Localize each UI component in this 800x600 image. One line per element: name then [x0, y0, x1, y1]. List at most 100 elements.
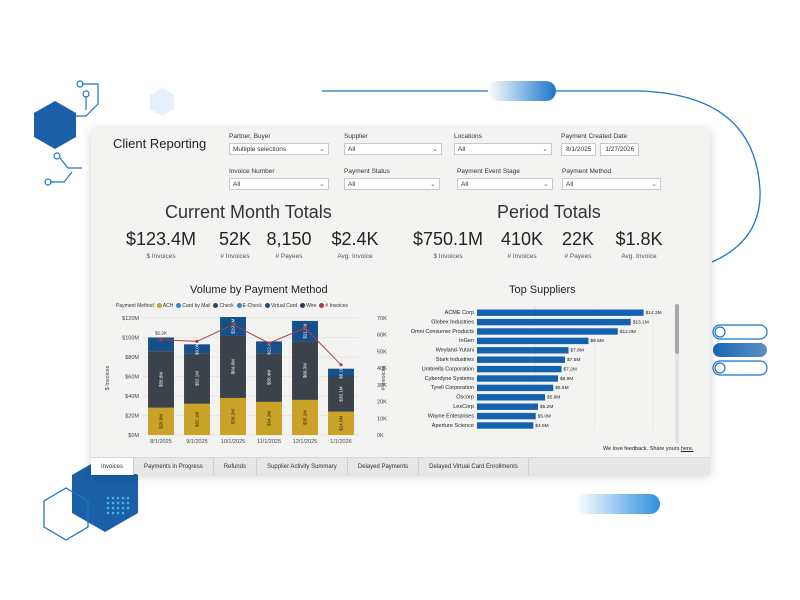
value-label: $5.2M — [540, 404, 553, 410]
kpi-period-payees: 22K # Payees — [554, 229, 602, 260]
value-label: $6.5M — [555, 385, 568, 391]
total-label: $2.2K — [155, 331, 167, 336]
dropdown-value: All — [348, 145, 356, 153]
segment-label: $35.1M — [303, 410, 308, 425]
kpi-label: # Payees — [275, 253, 303, 260]
supplier-bar — [477, 412, 536, 420]
category-label: Tyrell Corporation — [431, 385, 474, 391]
invoice-number-dropdown[interactable]: All ⌄ — [229, 178, 329, 190]
bar-segment — [292, 341, 318, 400]
partner-buyer-dropdown[interactable]: Multiple selections ⌄ — [229, 143, 329, 155]
filter-label: Invoice Number — [229, 168, 275, 175]
kpi-label: Avg. Invoice — [621, 253, 657, 260]
legend-title: Payment Method — [116, 303, 154, 309]
bar-segment — [256, 341, 282, 354]
invoices-point — [195, 339, 199, 343]
category-label: Cyberdyne Systems — [425, 376, 474, 382]
filter-label: Payment Status — [344, 168, 390, 175]
bar-segment — [220, 317, 246, 336]
locations-dropdown[interactable]: All ⌄ — [454, 143, 552, 155]
x-tick-label: 12/1/2025 — [293, 439, 317, 445]
bar-segment — [148, 351, 174, 408]
volume-chart-legend: Payment Method ACH Card by Mail Check E-… — [116, 303, 348, 309]
value-label: $9.5M — [590, 338, 603, 344]
chevron-down-icon: ⌄ — [430, 180, 436, 188]
toggle-icons — [712, 324, 768, 376]
category-label: Weyland-Yutani — [436, 348, 474, 354]
chevron-down-icon: ⌄ — [319, 180, 325, 188]
legend-item-wire[interactable]: Wire — [300, 303, 316, 309]
x-tick-label: 10/1/2025 — [221, 439, 245, 445]
kpi-label: # Invoices — [507, 253, 537, 260]
supplier-bar — [477, 384, 554, 392]
category-label: InGen — [459, 338, 474, 344]
invoices-point — [339, 363, 343, 367]
invoices-point — [159, 338, 163, 342]
y2-tick-label: 50K — [377, 349, 387, 355]
payment-status-dropdown[interactable]: All ⌄ — [344, 178, 440, 190]
y2-axis-label: # Invoices — [381, 365, 387, 390]
tab-refunds[interactable]: Refunds — [214, 458, 258, 475]
bar-segment — [220, 397, 246, 435]
y-tick-label: $60M — [125, 375, 139, 381]
tab-supplier-activity-summary[interactable]: Supplier Activity Summary — [257, 458, 348, 475]
segment-label: $9.0M — [195, 342, 200, 355]
filter-label: Payment Created Date — [561, 133, 628, 140]
arc-line-icon — [322, 90, 761, 263]
invoices-point — [267, 341, 271, 345]
payment-event-stage-dropdown[interactable]: All ⌄ — [457, 178, 553, 190]
kpi-label: # Invoices — [220, 253, 250, 260]
supplier-bar — [477, 365, 562, 373]
x-tick-label: 8/1/2025 — [150, 439, 171, 445]
category-label: Wayne Enterprises — [428, 413, 475, 419]
y-tick-label: $40M — [125, 394, 139, 400]
chart-scrollbar-thumb[interactable] — [675, 304, 679, 354]
tab-payments-in-progress[interactable]: Payments in Progress — [134, 458, 214, 475]
legend-item-invoices[interactable]: # Invoices — [319, 303, 348, 309]
value-label: $5.8M — [547, 395, 560, 401]
category-label: Umbrella Corporation — [422, 366, 474, 372]
current-month-title: Current Month Totals — [165, 202, 332, 222]
kpi-value: $1.8K — [615, 229, 663, 249]
value-label: $14.2M — [646, 310, 662, 316]
legend-item-card-by-mail[interactable]: Card by Mail — [176, 303, 210, 309]
end-date-input[interactable]: 1/27/2026 — [600, 143, 640, 156]
filter-label: Payment Event Stage — [457, 168, 520, 175]
dropdown-value: All — [461, 180, 469, 188]
filter-label: Locations — [454, 133, 482, 140]
filter-payment-created-date: Payment Created Date 8/1/2025 1/27/2026 — [561, 133, 661, 156]
supplier-dropdown[interactable]: All ⌄ — [344, 143, 442, 155]
filter-partner-buyer: Partner, Buyer Multiple selections ⌄ — [229, 133, 329, 155]
legend-item-echeck[interactable]: E-Check — [236, 303, 262, 309]
payment-method-dropdown[interactable]: All ⌄ — [562, 178, 661, 190]
dropdown-value: All — [348, 180, 356, 188]
tab-delayed-payments[interactable]: Delayed Payments — [348, 458, 420, 475]
y-tick-label: $20M — [125, 414, 139, 420]
supplier-bar — [477, 422, 534, 429]
legend-item-ach[interactable]: ACH — [156, 303, 173, 309]
start-date-input[interactable]: 8/1/2025 — [561, 143, 597, 156]
tab-invoices[interactable]: Invoices — [91, 458, 135, 475]
invoices-point — [303, 326, 307, 330]
y2-tick-label: 30K — [377, 383, 387, 389]
y2-tick-label: 70K — [377, 316, 387, 322]
supplier-bar — [477, 394, 546, 401]
y2-tick-label: 20K — [377, 400, 387, 406]
bar-segment — [328, 368, 354, 377]
filter-label: Supplier — [344, 133, 368, 140]
tab-delayed-virtual-card-enrollments[interactable]: Delayed Virtual Card Enrollments — [419, 458, 529, 475]
chevron-down-icon: ⌄ — [542, 145, 548, 153]
legend-item-check[interactable]: Check — [213, 303, 234, 309]
feedback-link[interactable]: here. — [680, 446, 694, 452]
legend-item-virtual-card[interactable]: Virtual Card — [264, 303, 297, 309]
kpi-value: $123.4M — [125, 229, 197, 249]
value-label: $4.8M — [535, 423, 548, 429]
chart-scrollbar-track[interactable] — [675, 304, 679, 444]
bar-segment — [184, 403, 210, 435]
kpi-label: Avg. Invoice — [337, 253, 373, 260]
x-tick-label: 9/1/2025 — [186, 439, 207, 445]
dropdown-value: Multiple selections — [233, 145, 287, 153]
